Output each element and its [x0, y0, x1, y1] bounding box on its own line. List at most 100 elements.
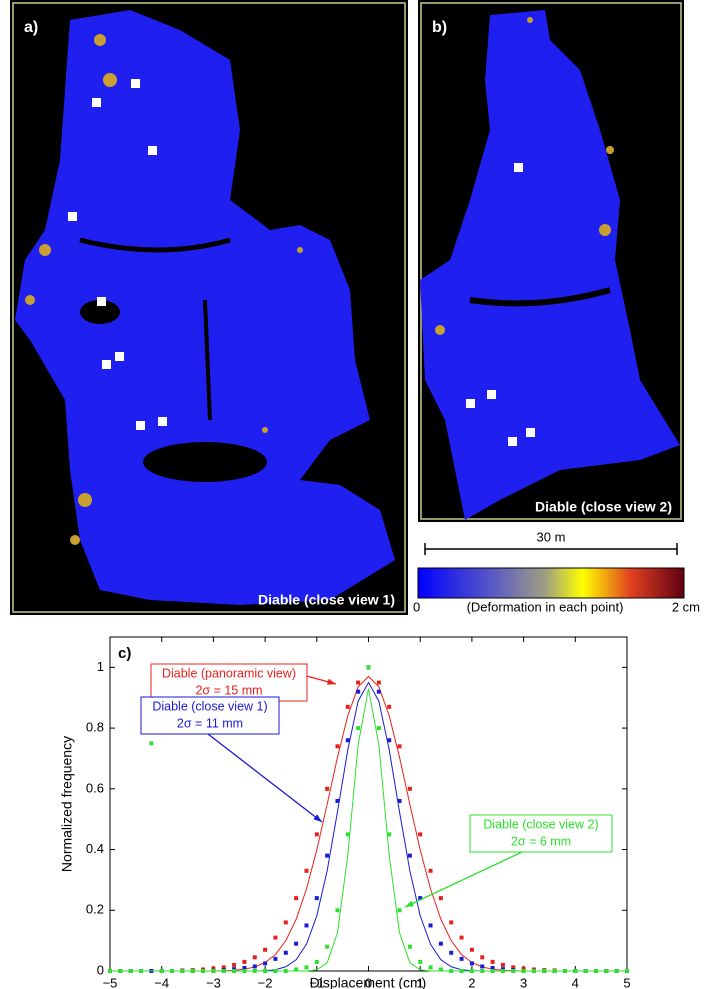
arrow-head — [327, 678, 336, 685]
data-point — [428, 965, 433, 970]
data-point — [459, 969, 464, 973]
data-point — [356, 689, 361, 694]
data-point — [118, 969, 123, 973]
data-point — [159, 969, 164, 973]
data-point — [356, 726, 361, 731]
data-point — [469, 961, 474, 966]
data-point — [438, 941, 443, 946]
data-point — [304, 923, 309, 928]
data-point — [252, 955, 257, 960]
x-tick-label: 5 — [623, 975, 630, 989]
colorbar — [417, 567, 685, 599]
panel-border — [420, 2, 682, 520]
data-point — [376, 689, 381, 694]
panel-b: b) Diable (close view 2) — [418, 0, 684, 522]
data-point — [314, 896, 319, 901]
data-point — [490, 969, 495, 973]
x-tick-label: −1 — [309, 975, 324, 989]
data-point — [593, 969, 598, 973]
data-point — [345, 704, 350, 709]
x-tick-label: 1 — [417, 975, 424, 989]
data-point — [469, 969, 474, 973]
data-point — [480, 955, 485, 960]
data-point — [283, 969, 288, 973]
data-point — [304, 868, 309, 873]
panel-a: a) Diable (close view 1) — [10, 0, 408, 615]
y-tick-label: 0.2 — [86, 902, 104, 917]
data-point — [294, 967, 299, 972]
markers — [68, 79, 167, 430]
data-point — [294, 896, 299, 901]
data-point — [428, 868, 433, 873]
data-point — [418, 959, 423, 964]
shadow — [79, 237, 231, 253]
x-tick-label: −3 — [206, 975, 221, 989]
data-point — [232, 969, 237, 973]
chart: c) Displacement (cm) Normalized frequenc… — [59, 636, 631, 989]
data-point — [273, 956, 278, 961]
data-point — [480, 969, 485, 973]
data-point — [108, 969, 112, 973]
y-tick-label: 0.4 — [86, 841, 104, 856]
data-point — [335, 798, 340, 803]
data-point — [511, 969, 516, 973]
data-point — [201, 969, 206, 973]
data-point — [407, 853, 412, 858]
data-point — [283, 950, 288, 955]
data-point — [387, 832, 392, 837]
panel-caption: Diable (close view 1) — [258, 592, 395, 608]
data-point — [438, 967, 443, 972]
annotation-note: 2σ = 11 mm — [177, 716, 243, 730]
annotation-box — [150, 663, 308, 702]
data-point — [521, 966, 526, 971]
scale-label: 30 m — [537, 529, 566, 544]
panel-label: a) — [24, 19, 38, 36]
shadow — [143, 442, 267, 482]
data-point — [242, 959, 247, 964]
arrow-head — [313, 814, 322, 822]
data-point — [304, 965, 309, 970]
data-point — [366, 665, 371, 670]
shadow — [469, 287, 611, 307]
annotation-name: Diable (close view 2) — [483, 817, 598, 831]
data-point — [325, 853, 330, 858]
data-point — [625, 969, 629, 973]
data-point — [345, 738, 350, 743]
data-point — [273, 969, 278, 973]
data-point — [356, 680, 361, 685]
y-tick-label: 0 — [97, 962, 104, 977]
data-point — [170, 969, 175, 973]
x-tick-label: −2 — [258, 975, 273, 989]
point-cloud — [420, 10, 680, 520]
data-point — [583, 969, 588, 973]
data-point — [376, 726, 381, 731]
data-point — [438, 896, 443, 901]
x-tick-label: 3 — [520, 975, 527, 989]
data-point — [294, 941, 299, 946]
data-point — [459, 956, 464, 961]
data-point — [345, 832, 350, 837]
data-point — [263, 947, 268, 952]
data-point — [190, 969, 195, 973]
data-point — [273, 935, 278, 940]
data-point — [252, 964, 257, 969]
data-point — [314, 959, 319, 964]
data-point — [325, 944, 330, 949]
data-point — [139, 969, 144, 973]
data-point — [252, 969, 257, 973]
data-point — [314, 832, 319, 837]
shadow — [203, 299, 212, 421]
data-point — [335, 908, 340, 913]
data-point — [335, 744, 340, 749]
y-tick-label: 0.8 — [86, 720, 104, 735]
x-axis-label: Displacement (cm) — [310, 975, 427, 989]
x-tick-label: 2 — [468, 975, 475, 989]
annotation-box — [469, 814, 613, 853]
data-point — [211, 966, 216, 971]
y-tick-label: 1 — [97, 659, 104, 674]
data-point — [428, 923, 433, 928]
data-point — [531, 969, 536, 973]
data-point — [387, 738, 392, 743]
data-point — [604, 969, 609, 973]
data-point — [521, 969, 526, 973]
